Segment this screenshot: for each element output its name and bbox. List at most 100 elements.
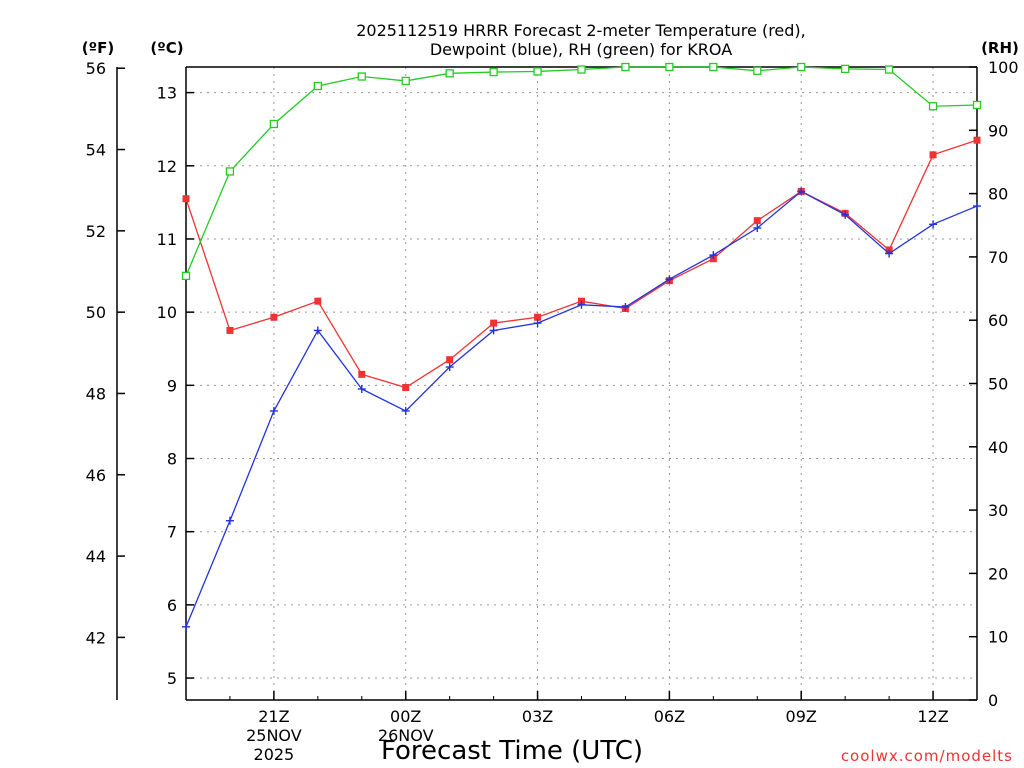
grid-lines — [186, 67, 977, 700]
rh-tick-label: 40 — [988, 438, 1008, 457]
rh-point — [841, 64, 850, 74]
temperature-point — [226, 326, 234, 334]
rh-point — [709, 62, 718, 72]
rh-tick-label: 50 — [988, 375, 1008, 394]
axes: 4244464850525456567891011121301020304050… — [86, 58, 1019, 764]
celsius-tick-label: 9 — [167, 376, 177, 395]
fahrenheit-tick-label: 56 — [86, 59, 106, 78]
data-series — [181, 62, 982, 631]
temperature-point — [270, 313, 278, 321]
rh-point — [884, 65, 894, 74]
dewpoint-point — [841, 210, 850, 219]
rh-tick-label: 90 — [988, 121, 1008, 140]
celsius-tick-label: 5 — [167, 669, 177, 688]
x-tick-label: 21Z — [258, 707, 289, 726]
temperature-line — [185, 139, 978, 389]
temperature-point — [490, 319, 498, 327]
dewpoint-point — [269, 406, 278, 415]
x-tick-label: 03Z — [522, 707, 553, 726]
rh-tick-label: 60 — [988, 311, 1008, 330]
rh-tick-label: 0 — [988, 691, 998, 710]
celsius-unit-label: (ºC) — [150, 39, 183, 57]
rh-point — [665, 62, 674, 72]
celsius-tick-label: 6 — [167, 596, 177, 615]
rh-tick-label: 10 — [988, 628, 1008, 647]
fahrenheit-tick-label: 52 — [86, 222, 106, 241]
rh-point — [489, 67, 498, 77]
dewpoint-point — [753, 223, 762, 232]
rh-point — [181, 271, 191, 281]
rh-tick-label: 80 — [988, 185, 1008, 204]
celsius-tick-label: 11 — [157, 230, 177, 249]
rh-point — [577, 65, 586, 74]
dewpoint-point — [313, 326, 322, 335]
x-tick-label: 06Z — [654, 707, 685, 726]
fahrenheit-tick-label: 48 — [86, 384, 106, 403]
temperature-point — [929, 151, 937, 159]
temperature-point — [182, 195, 190, 203]
dewpoint-point — [533, 319, 542, 328]
x-tick-year-label: 2025 — [254, 745, 295, 764]
dewpoint-point — [665, 275, 674, 284]
fahrenheit-tick-label: 42 — [86, 628, 106, 647]
celsius-tick-label: 7 — [167, 523, 177, 542]
chart-title-line1: 2025112519 HRRR Forecast 2-meter Tempera… — [356, 21, 806, 40]
credit-text: coolwx.com/modelts — [841, 747, 1013, 765]
rh-tick-label: 30 — [988, 501, 1008, 520]
fahrenheit-tick-label: 50 — [86, 303, 106, 322]
fahrenheit-tick-label: 44 — [86, 547, 106, 566]
x-tick-label: 00Z — [390, 707, 421, 726]
dewpoint-point — [973, 202, 981, 211]
temperature-point — [753, 217, 761, 225]
rh-point — [533, 67, 542, 76]
dewpoint-point — [797, 187, 806, 196]
rh-point — [225, 167, 235, 176]
dewpoint-point — [445, 363, 454, 372]
celsius-tick-label: 13 — [157, 84, 177, 103]
temperature-point — [358, 370, 366, 378]
dewpoint-point — [885, 249, 894, 258]
dewpoint-point — [489, 326, 498, 335]
temperature-point — [314, 297, 322, 305]
celsius-tick-label: 12 — [157, 157, 177, 176]
dewpoint-point — [357, 384, 366, 393]
rh-point — [445, 69, 454, 78]
temperature-point — [534, 313, 542, 321]
rh-unit-label: (RH) — [981, 39, 1019, 57]
dewpoint-line — [185, 190, 978, 628]
x-tick-label: 12Z — [917, 707, 948, 726]
x-tick-date-label: 26NOV — [378, 726, 434, 745]
temperature-point — [973, 136, 981, 144]
rh-point — [972, 100, 982, 110]
rh-point — [797, 62, 806, 72]
rh-tick-label: 20 — [988, 564, 1008, 583]
fahrenheit-unit-label: (ºF) — [82, 39, 114, 57]
dewpoint-point — [929, 220, 938, 229]
rh-point — [313, 81, 322, 91]
x-tick-date-label: 25NOV — [246, 726, 302, 745]
celsius-tick-label: 10 — [157, 303, 177, 322]
x-tick-label: 09Z — [786, 707, 817, 726]
rh-point — [753, 66, 762, 75]
celsius-tick-label: 8 — [167, 450, 177, 469]
dewpoint-point — [621, 303, 630, 312]
dewpoint-point — [401, 406, 410, 415]
rh-tick-label: 100 — [988, 58, 1019, 77]
fahrenheit-tick-label: 46 — [86, 466, 106, 485]
temperature-point — [402, 384, 410, 392]
rh-line — [185, 66, 978, 277]
x-axis-label: Forecast Time (UTC) — [381, 736, 643, 766]
dewpoint-point — [709, 251, 718, 260]
dewpoint-point — [182, 622, 190, 631]
dewpoint-point — [577, 300, 586, 309]
rh-point — [357, 72, 366, 81]
fahrenheit-tick-label: 54 — [86, 141, 106, 160]
dewpoint-point — [225, 516, 234, 525]
rh-tick-label: 70 — [988, 248, 1008, 267]
rh-point — [621, 62, 630, 72]
rh-point — [401, 76, 410, 86]
chart-title-line2: Dewpoint (blue), RH (green) for KROA — [430, 40, 732, 59]
temperature-point — [446, 356, 454, 364]
rh-point — [928, 102, 938, 111]
